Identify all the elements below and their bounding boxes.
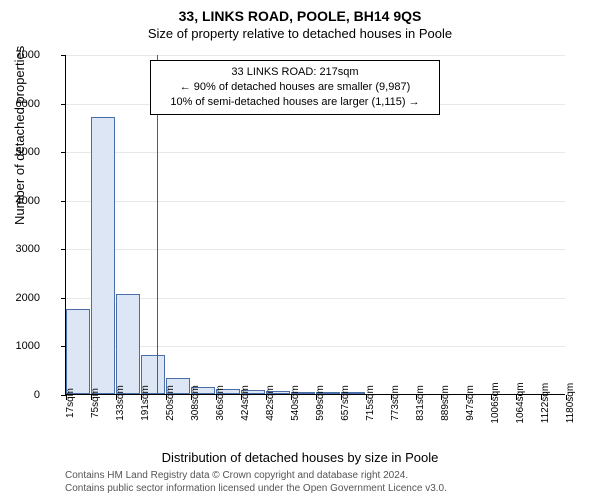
x-axis-label: Distribution of detached houses by size … <box>0 450 600 465</box>
x-tick-label: 540sqm <box>290 385 301 421</box>
footer-line1: Contains HM Land Registry data © Crown c… <box>65 470 408 481</box>
y-tick-mark <box>61 249 66 250</box>
gridline <box>66 201 565 202</box>
annotation-box: 33 LINKS ROAD: 217sqm ← 90% of detached … <box>150 60 440 115</box>
x-tick-label: 482sqm <box>265 385 276 421</box>
histogram-bar <box>66 309 90 394</box>
x-tick-label: 831sqm <box>415 385 426 421</box>
x-tick-label: 75sqm <box>90 388 101 418</box>
gridline <box>66 298 565 299</box>
x-tick-label: 947sqm <box>465 385 476 421</box>
x-tick-label: 657sqm <box>340 385 351 421</box>
y-tick-label: 1000 <box>0 340 40 352</box>
y-tick-label: 4000 <box>0 195 40 207</box>
x-tick-label: 424sqm <box>240 385 251 421</box>
gridline <box>66 152 565 153</box>
chart-container: 33, LINKS ROAD, POOLE, BH14 9QS Size of … <box>0 0 600 500</box>
y-tick-mark <box>61 55 66 56</box>
histogram-bar <box>116 294 140 394</box>
x-tick-label: 1006sqm <box>490 382 501 423</box>
x-tick-label: 366sqm <box>215 385 226 421</box>
x-tick-label: 715sqm <box>365 385 376 421</box>
x-tick-label: 773sqm <box>390 385 401 421</box>
y-tick-label: 0 <box>0 389 40 401</box>
x-tick-label: 1064sqm <box>515 382 526 423</box>
x-tick-label: 191sqm <box>140 385 151 421</box>
x-tick-label: 599sqm <box>315 385 326 421</box>
histogram-bar <box>91 117 115 394</box>
gridline <box>66 249 565 250</box>
title-subtitle: Size of property relative to detached ho… <box>0 24 600 41</box>
y-tick-mark <box>61 201 66 202</box>
y-tick-label: 7000 <box>0 49 40 61</box>
y-tick-label: 3000 <box>0 243 40 255</box>
x-tick-label: 889sqm <box>440 385 451 421</box>
y-tick-mark <box>61 298 66 299</box>
x-tick-label: 1122sqm <box>540 383 551 423</box>
x-tick-label: 308sqm <box>190 385 201 421</box>
y-tick-label: 6000 <box>0 98 40 110</box>
x-tick-label: 1180sqm <box>565 383 576 423</box>
x-tick-label: 250sqm <box>165 385 176 421</box>
y-tick-label: 5000 <box>0 146 40 158</box>
annotation-line2: ← 90% of detached houses are smaller (9,… <box>159 80 431 95</box>
x-tick-label: 17sqm <box>65 388 76 418</box>
y-tick-mark <box>61 104 66 105</box>
gridline <box>66 346 565 347</box>
title-address: 33, LINKS ROAD, POOLE, BH14 9QS <box>0 0 600 24</box>
annotation-line1: 33 LINKS ROAD: 217sqm <box>159 65 431 80</box>
y-tick-mark <box>61 152 66 153</box>
gridline <box>66 55 565 56</box>
x-tick-label: 133sqm <box>115 385 126 421</box>
annotation-line3: 10% of semi-detached houses are larger (… <box>159 95 431 110</box>
y-tick-label: 2000 <box>0 292 40 304</box>
footer-line2: Contains public sector information licen… <box>65 483 447 494</box>
